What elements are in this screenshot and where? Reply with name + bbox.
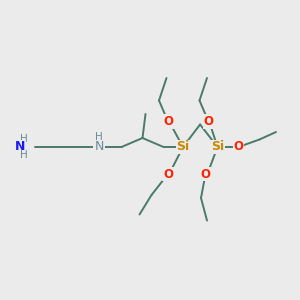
Text: H: H: [20, 150, 27, 161]
Text: O: O: [203, 115, 214, 128]
Text: O: O: [163, 115, 173, 128]
Text: N: N: [94, 140, 104, 154]
Text: Si: Si: [211, 140, 224, 154]
Text: N: N: [15, 140, 26, 154]
Text: O: O: [200, 167, 211, 181]
Text: H: H: [20, 134, 27, 144]
Text: O: O: [233, 140, 244, 154]
Text: H: H: [95, 132, 103, 142]
Text: O: O: [163, 167, 173, 181]
Text: Si: Si: [176, 140, 190, 154]
